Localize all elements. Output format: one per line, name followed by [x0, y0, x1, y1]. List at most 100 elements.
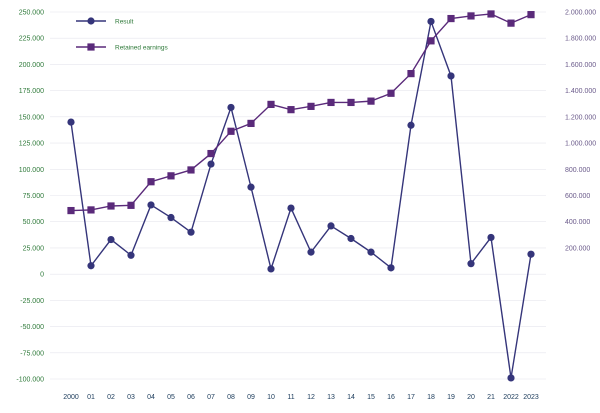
series-layer	[67, 10, 535, 382]
right-tick-label: 800.000	[565, 167, 590, 174]
data-point	[307, 102, 315, 110]
data-point	[367, 248, 375, 256]
data-point	[387, 264, 395, 272]
x-tick-label: 09	[247, 394, 255, 401]
series-retained-earnings	[67, 10, 535, 215]
left-tick-label: 250.000	[19, 10, 44, 17]
right-tick-label: 1.400.000	[565, 88, 596, 95]
left-tick-label: 225.000	[19, 36, 44, 43]
right-tick-label: 200.000	[565, 245, 590, 252]
data-point	[207, 160, 215, 168]
left-axis-ticks: 250.000 225.000 200.000 175.000 150.000 125.0…	[16, 10, 44, 384]
left-tick-label: -25.000	[20, 298, 44, 305]
data-point	[487, 233, 495, 242]
data-point	[507, 374, 515, 382]
data-point	[187, 166, 195, 174]
gridlines	[50, 11, 546, 380]
data-point	[447, 72, 455, 80]
data-point	[447, 14, 455, 23]
x-axis-ticks: 2000 01 02 03 04 05 06 07 08 09 10 11 12 13 14 15 16 17 18…	[63, 394, 539, 401]
data-point	[347, 98, 355, 107]
x-tick-label: 12	[307, 394, 315, 401]
left-tick-label: 200.000	[19, 62, 44, 69]
right-tick-label: 1.000.000	[565, 141, 596, 148]
right-tick-label: 1.200.000	[565, 114, 596, 121]
x-tick-label: 01	[87, 394, 95, 401]
left-tick-label: 150.000	[19, 114, 44, 121]
left-tick-label: -50.000	[20, 324, 44, 331]
x-tick-label: 16	[387, 394, 395, 401]
left-tick-label: 100.000	[19, 167, 44, 174]
x-tick-label: 03	[127, 394, 135, 401]
left-tick-label: 75.000	[23, 193, 45, 200]
data-point	[67, 206, 75, 215]
x-tick-label: 11	[287, 394, 294, 401]
data-point	[347, 234, 355, 243]
data-point	[187, 228, 195, 236]
data-point	[527, 11, 535, 19]
x-tick-label: 2022	[503, 394, 519, 401]
data-point	[167, 213, 175, 222]
data-point	[427, 17, 435, 26]
right-tick-label: 1.800.000	[565, 36, 596, 43]
data-point	[167, 172, 175, 180]
data-point	[507, 19, 515, 27]
legend-marker	[87, 43, 95, 51]
x-tick-label: 04	[147, 394, 155, 401]
data-point	[107, 235, 115, 244]
data-point	[127, 201, 135, 209]
x-tick-label: 21	[487, 394, 495, 401]
data-point	[527, 250, 535, 258]
data-point	[407, 70, 415, 78]
data-point	[427, 37, 435, 45]
data-point	[467, 12, 475, 20]
series-line	[70, 18, 532, 379]
data-point	[367, 97, 375, 105]
x-tick-label: 18	[427, 394, 435, 401]
x-tick-label: 02	[107, 394, 115, 401]
data-point	[227, 103, 235, 112]
legend-marker	[87, 17, 95, 25]
data-point	[267, 100, 275, 109]
legend-label: Result	[115, 18, 134, 25]
right-tick-label: 1.600.000	[565, 62, 596, 69]
x-tick-label: 15	[367, 394, 375, 401]
data-point	[227, 127, 235, 135]
left-tick-label: 175.000	[19, 88, 44, 95]
x-tick-label: 13	[327, 394, 335, 401]
legend-label: Retained earnings	[115, 44, 169, 51]
x-tick-label: 17	[407, 394, 415, 401]
left-tick-label: -100.000	[16, 377, 44, 384]
x-tick-label: 20	[467, 394, 475, 401]
data-point	[207, 149, 215, 158]
data-point	[67, 118, 75, 126]
data-point	[87, 206, 95, 214]
data-point	[307, 248, 315, 256]
x-tick-label: 10	[267, 394, 275, 401]
legend: Result Retained earnings	[76, 17, 169, 51]
x-tick-label: 06	[187, 394, 195, 401]
right-tick-label: 600.000	[565, 193, 590, 200]
data-point	[287, 106, 295, 114]
left-tick-label: -75.000	[20, 350, 44, 357]
data-point	[407, 121, 415, 129]
data-point	[247, 119, 255, 128]
series-result	[67, 17, 535, 382]
data-point	[247, 183, 255, 191]
data-point	[287, 204, 295, 212]
data-point	[147, 178, 155, 186]
x-tick-label: 2000	[63, 394, 79, 401]
x-tick-label: 2023	[523, 394, 539, 401]
left-tick-label: 125.000	[19, 141, 44, 148]
data-point	[127, 251, 135, 259]
left-tick-label: 50.000	[23, 219, 45, 226]
x-tick-label: 05	[167, 394, 175, 401]
data-point	[387, 89, 395, 97]
data-point	[107, 202, 115, 210]
left-tick-label: 0	[40, 272, 44, 279]
data-point	[487, 10, 495, 18]
data-point	[467, 260, 475, 268]
data-point	[327, 98, 335, 107]
right-tick-label: 400.000	[565, 219, 590, 226]
